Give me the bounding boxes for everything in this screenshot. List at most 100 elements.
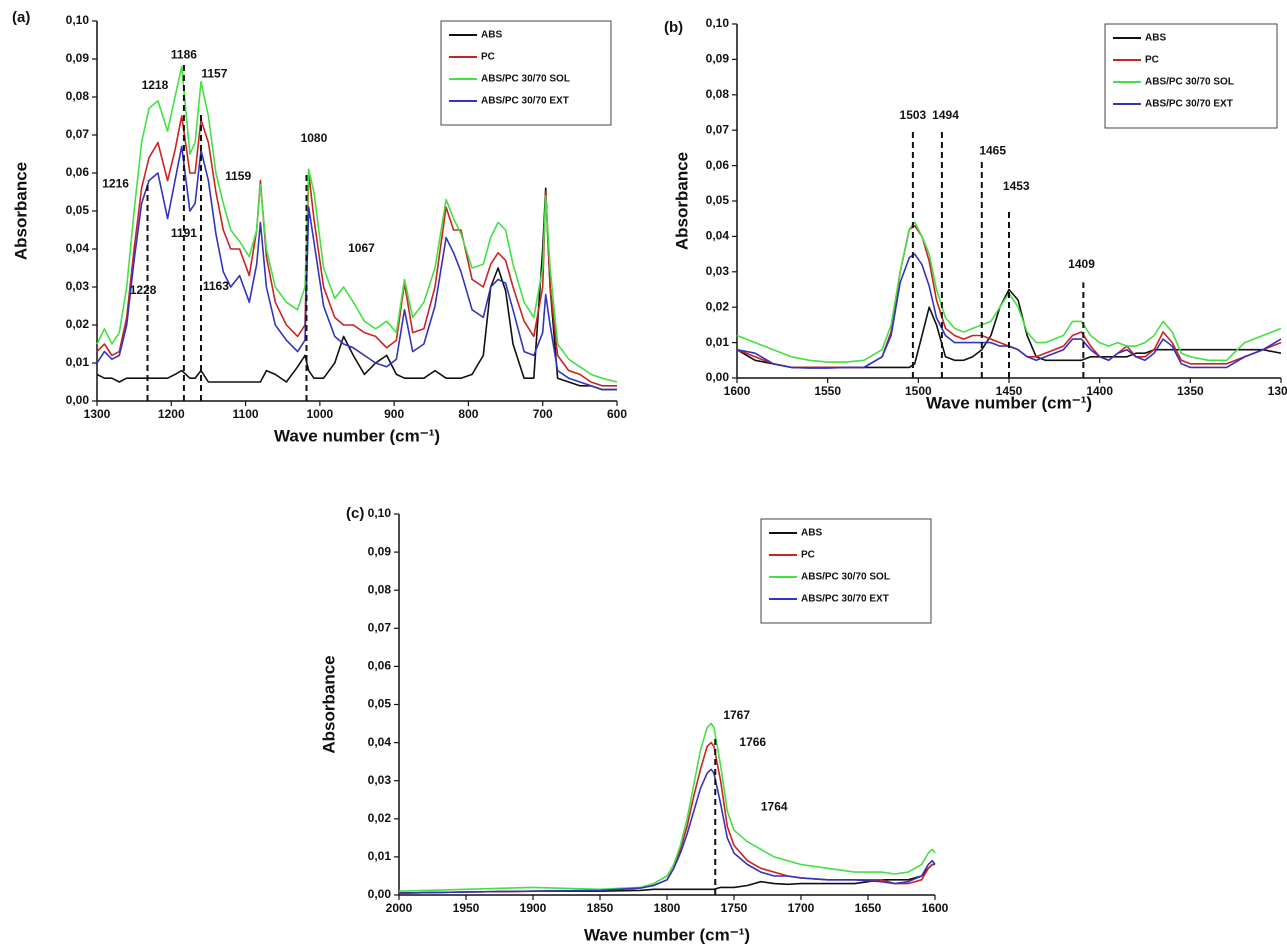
legend-label: ABS (1145, 33, 1166, 44)
legend-label: ABS/PC 30/70 SOL (481, 74, 570, 85)
series-line (398, 741, 935, 894)
series-line (736, 221, 1282, 363)
x-tick-label: 1450 (996, 384, 1023, 398)
panel-label: (b) (664, 19, 683, 36)
series-line (96, 187, 617, 391)
y-tick-label: 0,05 (66, 203, 90, 217)
y-tick-label: 0,02 (706, 299, 730, 313)
x-tick-label: 1600 (724, 384, 751, 398)
legend-label: ABS/PC 30/70 SOL (1145, 77, 1234, 88)
panel-label: (c) (346, 505, 364, 522)
x-tick-label: 1100 (233, 407, 259, 421)
y-tick-label: 0,04 (706, 229, 730, 243)
legend-label: PC (801, 550, 815, 561)
y-tick-label: 0,10 (66, 13, 90, 27)
series-line (96, 145, 617, 391)
y-tick-label: 0,08 (368, 582, 392, 596)
annotation: 1067 (348, 241, 375, 255)
y-axis-title: Absorbance (672, 152, 691, 250)
series-line (398, 863, 935, 894)
y-tick-label: 0,01 (706, 335, 730, 349)
x-tick-label: 1650 (855, 901, 882, 915)
x-axis-title: Wave number (cm⁻¹) (584, 925, 750, 944)
legend-label: ABS (481, 30, 502, 41)
x-tick-label: 2000 (386, 901, 413, 915)
annotation: 1503 (900, 108, 927, 122)
legend-label: ABS (801, 528, 822, 539)
annotation: 1453 (1003, 179, 1030, 193)
series-line (736, 288, 1282, 369)
y-tick-label: 0,03 (706, 264, 730, 278)
legend-label: ABS/PC 30/70 EXT (1145, 99, 1233, 110)
x-tick-label: 1200 (158, 407, 185, 421)
legend-label: ABS/PC 30/70 EXT (481, 96, 569, 107)
x-tick-label: 1550 (814, 384, 841, 398)
series-line (398, 768, 936, 894)
annotation: 1191 (171, 226, 197, 240)
series-line (96, 115, 617, 387)
y-tick-label: 0,08 (706, 87, 730, 101)
x-tick-label: 1950 (453, 901, 480, 915)
x-tick-label: 1400 (1086, 384, 1113, 398)
y-tick-label: 0,10 (368, 506, 392, 520)
series-line (96, 65, 618, 383)
legend-box (760, 518, 932, 624)
annotation: 1163 (203, 279, 229, 293)
y-tick-label: 0,06 (706, 158, 730, 172)
y-tick-label: 0,04 (368, 735, 392, 749)
panel: (a) 0,00 0,01 0,02 0,03 0,04 0,05 0,06 0,07 0,08 0… (11, 9, 627, 446)
y-tick-label: 0,00 (66, 393, 90, 407)
legend-label: ABS/PC 30/70 SOL (801, 572, 890, 583)
x-tick-label: 1350 (1177, 384, 1204, 398)
y-tick-label: 0,00 (706, 370, 730, 384)
annotation: 1465 (979, 144, 1006, 158)
series-line (398, 722, 936, 892)
y-tick-label: 0,00 (368, 887, 392, 901)
y-tick-label: 0,05 (706, 193, 730, 207)
x-tick-label: 700 (533, 407, 553, 421)
legend-label: PC (1145, 55, 1159, 66)
y-tick-label: 0,02 (368, 811, 392, 825)
y-tick-label: 0,05 (368, 697, 392, 711)
x-tick-label: 1000 (307, 407, 334, 421)
x-tick-label: 1500 (905, 384, 932, 398)
y-tick-label: 0,09 (368, 544, 392, 558)
y-tick-label: 0,07 (66, 127, 90, 141)
legend-label: ABS/PC 30/70 EXT (801, 594, 889, 605)
annotation: 1494 (932, 108, 959, 122)
annotation: 1186 (171, 47, 197, 61)
annotation: 1766 (739, 735, 766, 749)
y-tick-label: 0,07 (706, 122, 730, 136)
y-tick-label: 0,08 (66, 89, 90, 103)
annotation: 1080 (301, 131, 328, 145)
y-tick-label: 0,01 (368, 849, 392, 863)
y-tick-label: 0,06 (368, 659, 392, 673)
annotation: 1216 (102, 177, 129, 191)
x-tick-label: 1600 (922, 901, 949, 915)
y-tick-label: 0,09 (706, 52, 730, 66)
annotation: 1764 (761, 800, 788, 814)
annotation: 1159 (225, 169, 251, 183)
y-tick-label: 0,02 (66, 317, 90, 331)
y-tick-label: 0,07 (368, 620, 392, 634)
series-line (736, 253, 1282, 369)
y-tick-label: 0,03 (368, 773, 392, 787)
legend-box (1104, 23, 1278, 129)
panel: (b) 0,00 0,01 0,02 0,03 0,04 0,05 0,06 0,07 0,08 0… (664, 16, 1287, 412)
x-tick-label: 1800 (654, 901, 681, 915)
annotation: 1157 (201, 66, 227, 80)
x-axis-title: Wave number (cm⁻¹) (274, 426, 440, 445)
y-tick-label: 0,06 (66, 165, 90, 179)
annotation: 1228 (130, 283, 157, 297)
y-tick-label: 0,10 (706, 16, 730, 30)
x-tick-label: 1900 (520, 901, 547, 915)
legend-label: PC (481, 52, 495, 63)
annotation: 1409 (1068, 257, 1095, 271)
annotation: 1218 (142, 78, 169, 92)
y-tick-label: 0,04 (66, 241, 90, 255)
panel: (c) 0,00 0,01 0,02 0,03 0,04 0,05 0,06 0,07 0,08 0… (319, 505, 948, 945)
y-axis-title: Absorbance (319, 655, 338, 753)
annotation: 1767 (723, 708, 750, 722)
panel-label: (a) (12, 9, 30, 26)
